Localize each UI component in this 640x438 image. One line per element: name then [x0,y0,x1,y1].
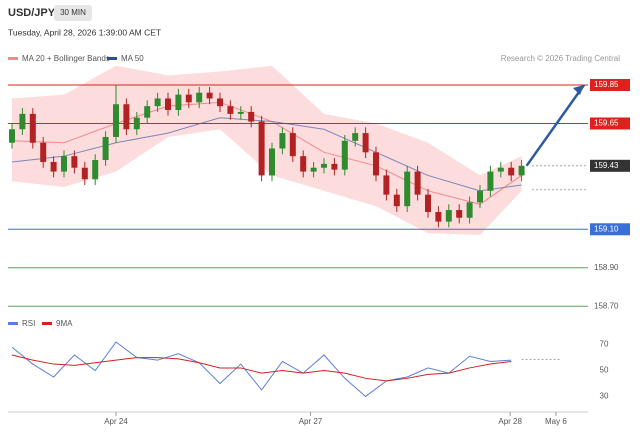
candle-body [497,167,504,172]
level-label-box [590,261,630,274]
candle-body [113,104,119,137]
candle-body [196,92,203,103]
candle-body [300,156,307,172]
candle-body [133,117,140,130]
rsi-ma-line [11,354,512,382]
candle-body [435,211,442,222]
rsi-tick-label: 70 [600,340,609,349]
rsi-line [11,341,512,398]
level-label-box [590,159,630,172]
timeframe: 30 MIN [60,8,86,17]
candle-body [352,133,359,141]
level-label: 159.85 [594,80,619,89]
candle-body [248,111,255,122]
candle-body [123,104,130,130]
candle-body [373,152,379,176]
candle-body [61,156,67,172]
candle-body [269,148,275,176]
candle-body [144,106,151,118]
candle-body [217,98,223,107]
candle-body [508,167,515,176]
candle-body [227,106,234,114]
candle-body [258,121,265,176]
x-tick-label: Apr 27 [299,417,323,426]
candle-body [456,210,463,218]
candle-body [425,194,431,212]
candle-body [477,190,483,203]
level-label-box [590,117,630,130]
candle-body [289,133,296,157]
legend-swatch [107,57,117,60]
candle-body [185,94,192,103]
x-tick-label: Apr 24 [104,417,128,426]
candle-body [165,98,171,111]
candle-body [9,129,15,143]
level-label-box [590,223,630,236]
candle-body [19,113,26,130]
level-label: 158.90 [594,263,619,272]
candle-body [310,167,317,172]
level-label-box [590,300,630,313]
credit: Research © 2026 Trading Central [501,54,621,63]
arrow-head [573,85,584,96]
candle-body [154,98,161,107]
candle-body [331,163,338,170]
candle-body [50,161,57,172]
candle-body [40,142,47,162]
timeframe-pill [54,5,92,21]
candle-body [71,156,78,168]
candle-body [341,140,348,170]
legend-swatch [42,322,52,325]
legend-label: 9MA [56,319,73,328]
bollinger-band [12,65,522,236]
level-label: 159.10 [594,224,619,233]
candle-body [466,202,473,218]
candle-body [445,210,452,222]
candle-body [102,136,109,161]
level-label: 159.65 [594,119,619,128]
candle-body [237,111,244,114]
ma50-line [11,117,522,192]
candle-body [383,175,390,195]
legend-label: MA 20 + Bollinger Bands [22,54,110,63]
candle-body [393,194,400,207]
x-tick-label: Apr 28 [498,417,522,426]
level-label: 158.70 [594,301,619,310]
forecast-arrow [525,84,586,167]
candle-body [29,113,36,143]
candle-body [518,165,525,176]
rsi-tick-label: 50 [600,366,609,375]
level-label: 159.43 [594,161,619,170]
candle-body [81,167,88,180]
symbol: USD/JPY [8,7,56,19]
date: Tuesday, April 28, 2026 1:39:00 AM CET [8,27,161,37]
legend-swatch [8,322,18,325]
x-tick-label: May 6 [545,417,567,426]
legend-label: MA 50 [121,54,144,63]
legend-swatch [8,57,18,60]
candle-body [404,171,411,207]
legend-label: RSI [22,319,35,328]
rsi-tick-label: 30 [600,392,609,401]
candle-body [175,94,182,111]
candle-body [279,133,286,149]
candle-body [487,171,494,191]
candle-body [206,92,213,99]
candle-body [321,163,327,168]
candle-body [92,160,99,180]
candle-body [414,171,421,195]
level-label-box [590,79,630,92]
candle-body [362,133,369,153]
